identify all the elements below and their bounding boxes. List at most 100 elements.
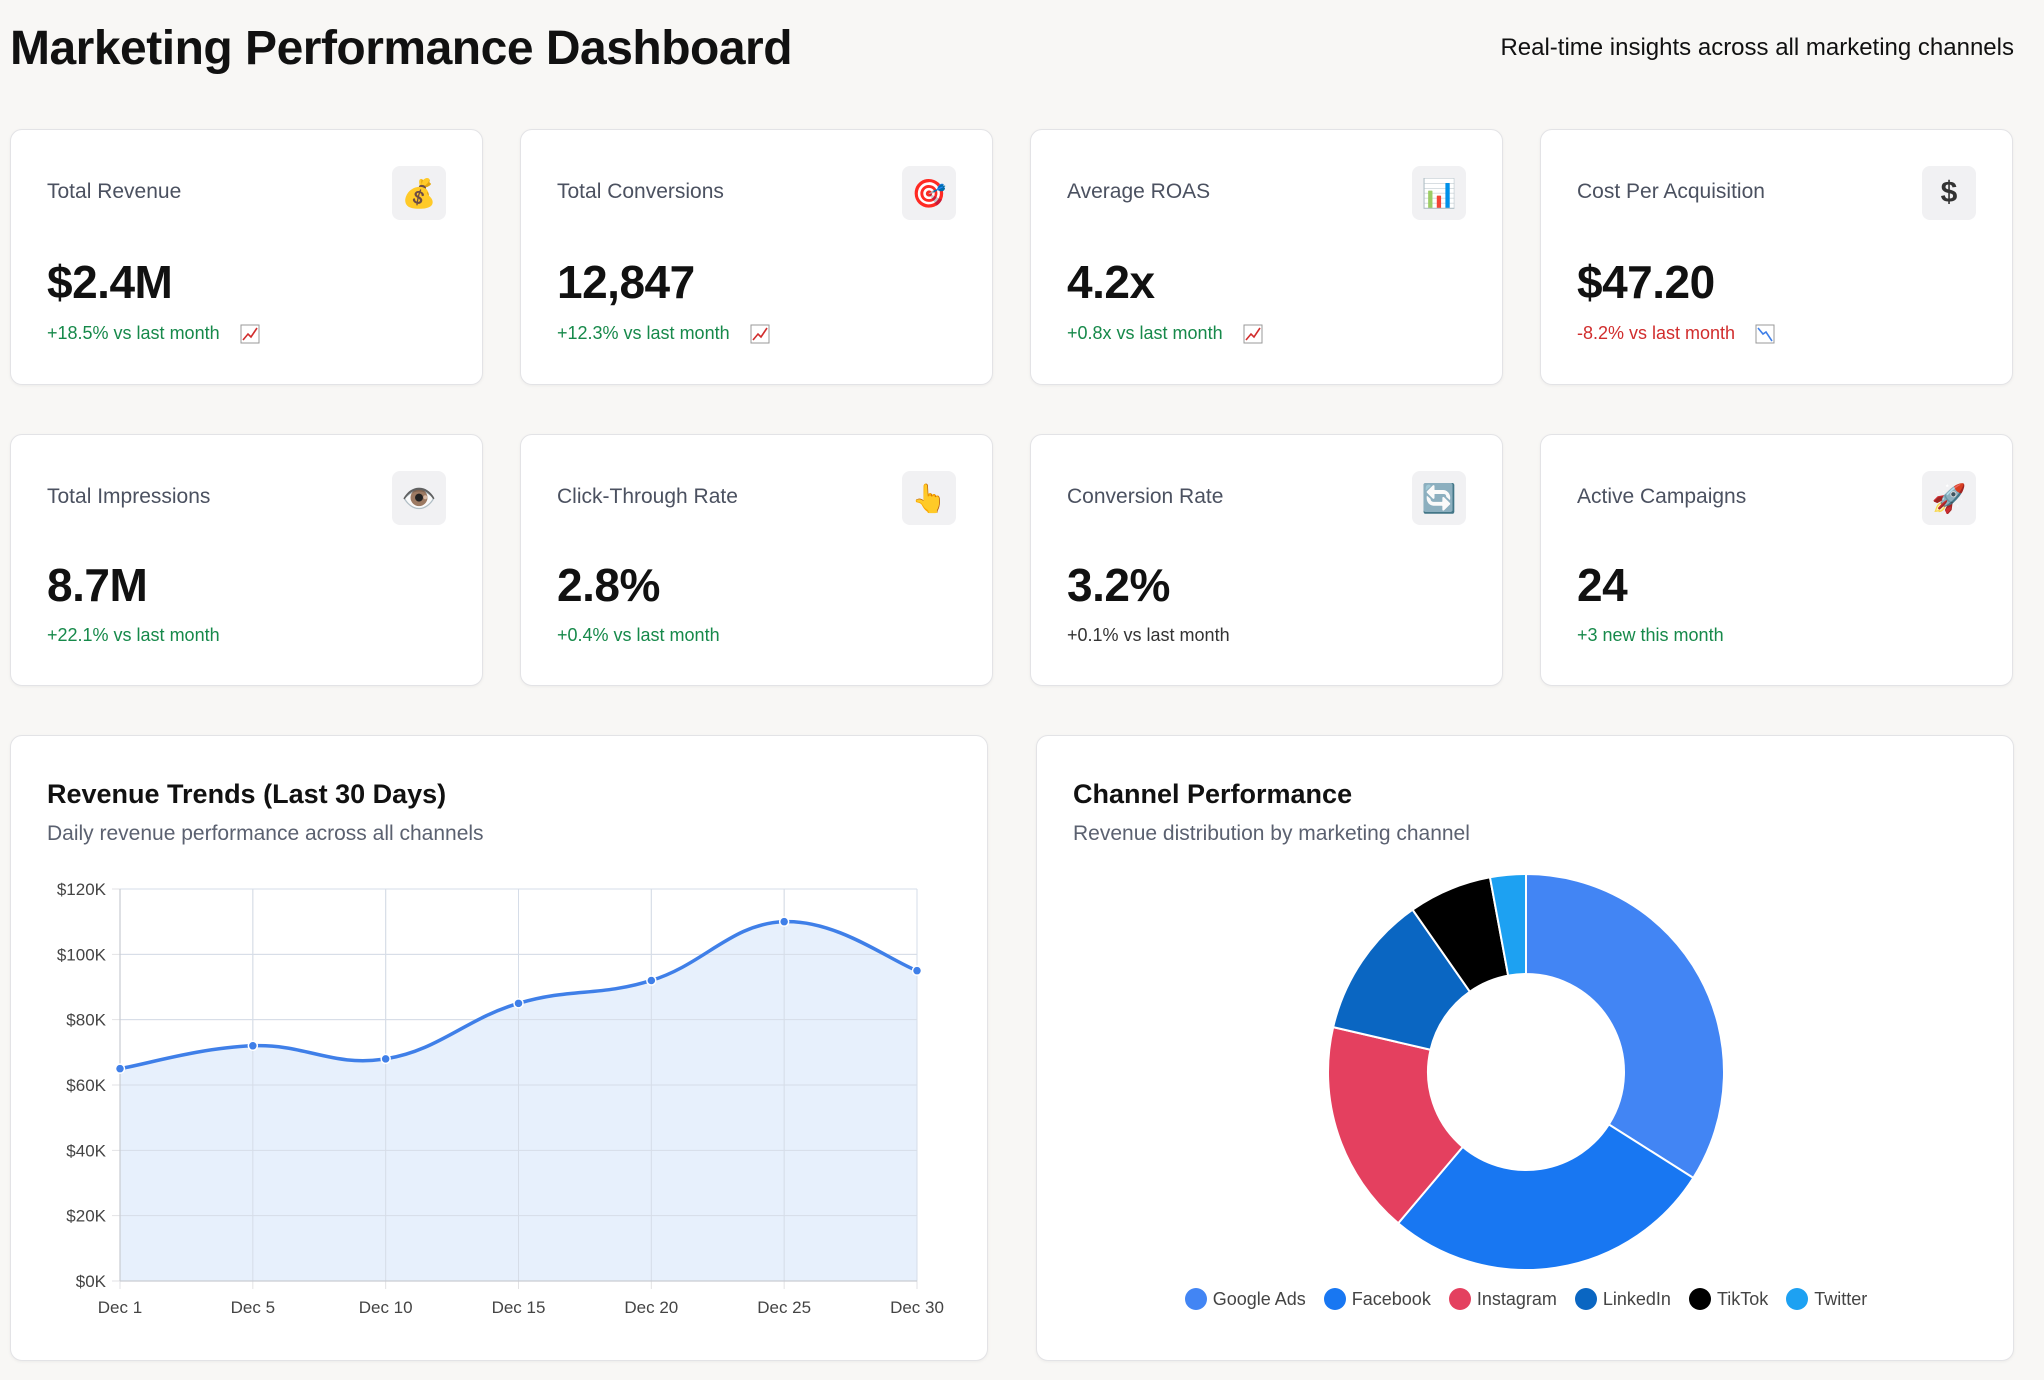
metric-change: +0.4% vs last month	[557, 625, 720, 646]
metric-change-text: +18.5% vs last month	[47, 323, 220, 343]
data-point[interactable]	[247, 1040, 259, 1052]
refresh-icon: 🔄	[1412, 471, 1466, 525]
legend-label: TikTok	[1716, 1288, 1769, 1309]
chart-title: Channel Performance	[1073, 779, 1353, 809]
legend-label: Twitter	[1814, 1288, 1868, 1309]
y-tick-label: $40K	[66, 1141, 106, 1160]
data-point[interactable]	[513, 998, 524, 1009]
money-bag-icon: 💰	[392, 166, 446, 220]
y-tick-label: $100K	[57, 945, 107, 964]
legend-swatch	[1786, 1288, 1809, 1310]
legend-label: LinkedIn	[1602, 1288, 1671, 1309]
donut-slice-facebook[interactable]	[1396, 1123, 1695, 1271]
x-tick-label: Dec 1	[98, 1298, 142, 1317]
legend-swatch	[1448, 1288, 1471, 1310]
y-tick-label: $20K	[66, 1207, 106, 1226]
metric-value: $2.4M	[47, 256, 173, 308]
metric-change-text: +12.3% vs last month	[557, 323, 730, 343]
metric-label: Average ROAS	[1067, 180, 1211, 203]
metric-change-text: -8.2% vs last month	[1577, 323, 1736, 343]
channel-donut-chart	[1327, 872, 1725, 1271]
legend-item-tiktok[interactable]: TikTok	[1688, 1288, 1769, 1310]
legend-item-facebook[interactable]: Facebook	[1323, 1288, 1431, 1310]
x-tick-label: Dec 15	[492, 1298, 546, 1317]
metric-card-cost-per-acquisition: Cost Per Acquisition $ $47.20 -8.2% vs l…	[1540, 129, 2013, 385]
donut-slice-twitter[interactable]	[1488, 872, 1527, 977]
metric-label: Active Campaigns	[1577, 485, 1747, 508]
metric-card-total-impressions: Total Impressions 👁️ 8.7M +22.1% vs last…	[10, 434, 483, 686]
metric-label: Total Revenue	[47, 180, 182, 203]
metric-card-total-conversions: Total Conversions 🎯 12,847 +12.3% vs las…	[520, 129, 993, 385]
metric-value: 12,847	[557, 256, 695, 308]
pointing-hand-icon: 👆	[902, 471, 956, 525]
metric-label: Click-Through Rate	[557, 485, 738, 508]
metric-change: +0.1% vs last month	[1067, 625, 1230, 646]
y-tick-label: $120K	[57, 880, 107, 899]
metric-change: +18.5% vs last month	[47, 323, 260, 344]
x-tick-label: Dec 25	[757, 1298, 811, 1317]
page-title: Marketing Performance Dashboard	[10, 21, 793, 75]
metric-value: 2.8%	[557, 559, 660, 611]
metric-change: +12.3% vs last month	[557, 323, 770, 344]
metric-value: 3.2%	[1067, 559, 1170, 611]
chart-subtitle: Revenue distribution by marketing channe…	[1073, 822, 1470, 845]
page-subtitle: Real-time insights across all marketing …	[1500, 34, 2014, 61]
trend-up-icon	[1243, 324, 1263, 343]
metric-label: Cost Per Acquisition	[1577, 180, 1765, 203]
x-tick-label: Dec 10	[359, 1298, 413, 1317]
legend-swatch	[1688, 1288, 1711, 1310]
x-tick-label: Dec 20	[624, 1298, 678, 1317]
metric-change-text: +0.4% vs last month	[557, 625, 720, 645]
metric-value: 24	[1577, 559, 1628, 611]
bar-chart-icon: 📊	[1412, 166, 1466, 220]
metric-label: Total Conversions	[557, 180, 724, 203]
donut-slice-google-ads[interactable]	[1525, 872, 1725, 1180]
legend-item-instagram[interactable]: Instagram	[1448, 1288, 1557, 1310]
metric-change-text: +3 new this month	[1577, 625, 1724, 645]
target-icon: 🎯	[902, 166, 956, 220]
data-point[interactable]	[646, 975, 657, 986]
data-point[interactable]	[380, 1053, 391, 1065]
legend-label: Google Ads	[1212, 1288, 1306, 1309]
legend-item-google-ads[interactable]: Google Ads	[1184, 1288, 1306, 1310]
data-point[interactable]	[114, 1063, 126, 1074]
legend-label: Facebook	[1351, 1288, 1431, 1309]
data-point[interactable]	[911, 965, 923, 976]
dollar-icon: $	[1922, 166, 1976, 220]
metric-card-average-roas: Average ROAS 📊 4.2x +0.8x vs last month	[1030, 129, 1503, 385]
trend-down-icon	[1755, 324, 1775, 343]
x-tick-label: Dec 30	[890, 1298, 944, 1317]
header: Marketing Performance Dashboard Real-tim…	[10, 18, 2014, 78]
chart-subtitle: Daily revenue performance across all cha…	[47, 822, 484, 845]
y-tick-label: $0K	[76, 1272, 107, 1291]
chart-title: Revenue Trends (Last 30 Days)	[47, 779, 447, 809]
y-tick-label: $80K	[66, 1011, 106, 1030]
metric-label: Total Impressions	[47, 485, 211, 508]
legend-swatch	[1574, 1288, 1597, 1310]
metric-card-active-campaigns: Active Campaigns 🚀 24 +3 new this month	[1540, 434, 2013, 686]
x-tick-label: Dec 5	[231, 1298, 275, 1317]
trend-up-icon	[750, 324, 770, 343]
data-point[interactable]	[778, 916, 790, 927]
metric-change: +22.1% vs last month	[47, 625, 220, 646]
metric-change-text: +0.1% vs last month	[1067, 625, 1230, 645]
metric-label: Conversion Rate	[1067, 485, 1224, 508]
y-tick-label: $60K	[66, 1076, 106, 1095]
legend-item-linkedin[interactable]: LinkedIn	[1574, 1288, 1671, 1310]
legend-swatch	[1323, 1288, 1346, 1310]
trend-up-icon	[240, 324, 260, 343]
metric-change: +0.8x vs last month	[1067, 323, 1263, 344]
revenue-line-chart: $0K $20K $40K $60K $80K $100K $120K Dec 1 Dec 5 D…	[57, 880, 944, 1317]
rocket-icon: 🚀	[1922, 471, 1976, 525]
legend-item-twitter[interactable]: Twitter	[1786, 1288, 1867, 1310]
eye-icon: 👁️	[392, 471, 446, 525]
metric-change: +3 new this month	[1577, 625, 1724, 646]
metric-value: $47.20	[1577, 256, 1715, 308]
donut-slice-instagram[interactable]	[1327, 1025, 1465, 1225]
revenue-trends-card: Revenue Trends (Last 30 Days) Daily reve…	[10, 735, 988, 1361]
chart-legend: Google Ads Facebook Instagram LinkedIn TikTo…	[1037, 1288, 2015, 1310]
legend-swatch	[1184, 1288, 1207, 1310]
legend-label: Instagram	[1476, 1288, 1557, 1309]
metric-card-total-revenue: Total Revenue 💰 $2.4M +18.5% vs last mon…	[10, 129, 483, 385]
metric-change: -8.2% vs last month	[1577, 323, 1775, 344]
